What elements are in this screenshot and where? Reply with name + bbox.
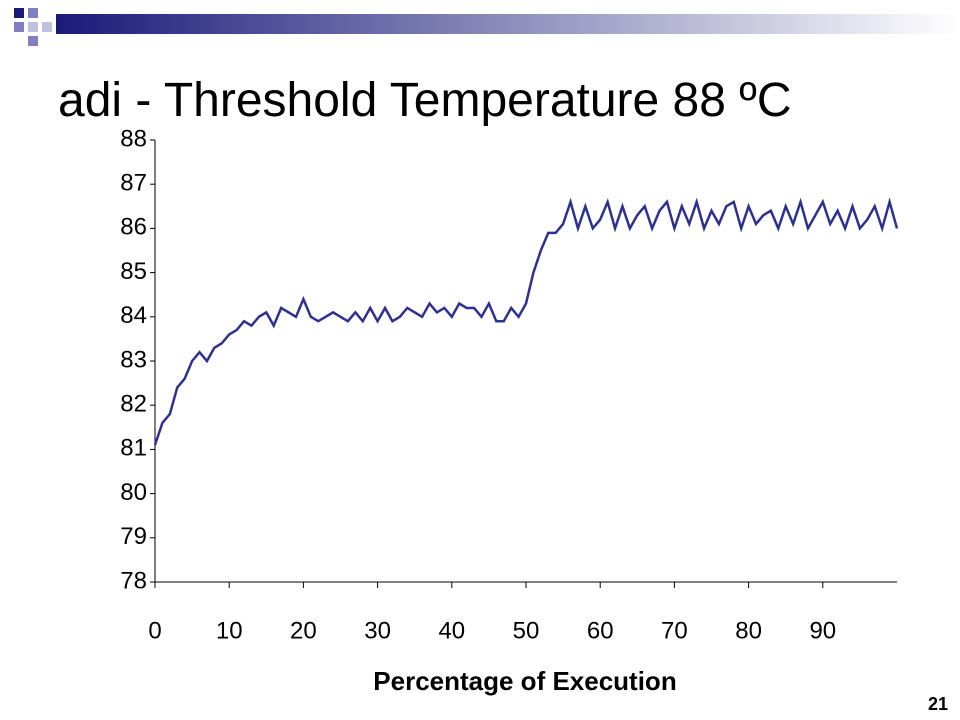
y-tick-label: 78 xyxy=(120,567,147,594)
x-tick-label: 0 xyxy=(148,617,161,644)
x-axis-label: Percentage of Execution xyxy=(373,666,676,696)
y-tick-label: 86 xyxy=(120,214,147,241)
deco xyxy=(14,8,24,18)
y-tick-label: 79 xyxy=(120,523,147,550)
x-tick-label: 30 xyxy=(364,617,391,644)
y-tick-label: 80 xyxy=(120,479,147,506)
y-tick-label: 88 xyxy=(120,125,147,152)
y-tick-label: 81 xyxy=(120,435,147,462)
x-tick-label: 10 xyxy=(216,617,243,644)
line xyxy=(153,197,899,446)
x-tick-label: 60 xyxy=(587,617,614,644)
x-tick-label: 80 xyxy=(735,617,762,644)
deco xyxy=(28,8,38,18)
y-tick-label: 82 xyxy=(120,391,147,418)
x-tick-label: 90 xyxy=(809,617,836,644)
y-tick-label: 87 xyxy=(120,170,147,197)
y-tick-label: 83 xyxy=(120,346,147,373)
deco xyxy=(42,22,52,32)
x-tick-label: 70 xyxy=(661,617,688,644)
deco xyxy=(28,36,38,46)
deco-bar xyxy=(56,14,960,34)
deco xyxy=(28,22,38,32)
y-tick-label: 84 xyxy=(120,302,147,329)
x-tick-label: 50 xyxy=(513,617,540,644)
slide-title: adi - Threshold Temperature 88 ºC xyxy=(58,74,792,127)
y-tick-label: 85 xyxy=(120,258,147,285)
page-number: 21 xyxy=(928,694,948,714)
x-tick-label: 40 xyxy=(438,617,465,644)
x-tick-label: 20 xyxy=(290,617,317,644)
deco xyxy=(14,22,24,32)
